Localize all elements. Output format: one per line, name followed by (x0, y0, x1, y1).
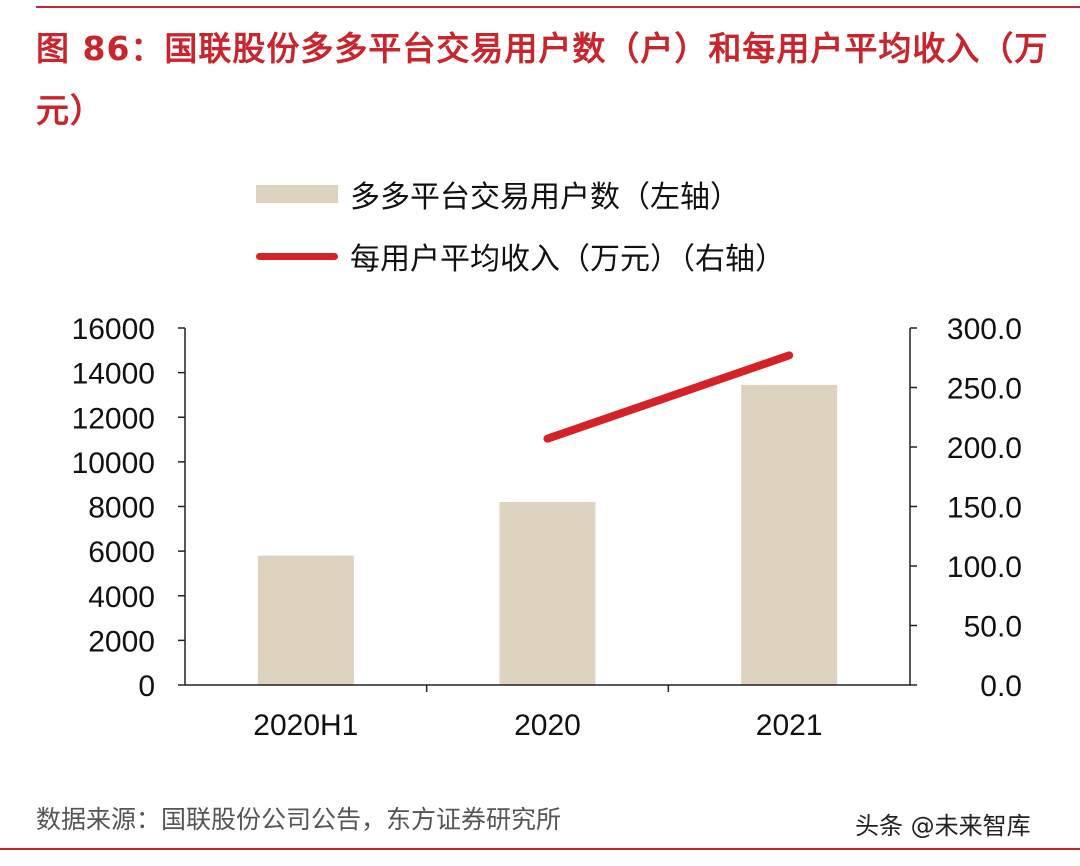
left-tick-label: 12000 (72, 402, 155, 435)
legend-item-revenue: 每用户平均收入（万元）（右轴） (256, 236, 785, 277)
x-tick-label: 2020 (514, 709, 581, 742)
right-tick-label: 300.0 (947, 313, 1022, 346)
top-rule (36, 6, 1080, 8)
bar-2020 (499, 502, 596, 685)
figure-title: 图 86：国联股份多多平台交易用户数（户）和每用户平均收入（万元） (36, 29, 1049, 130)
revenue-line (543, 351, 794, 443)
left-tick-label: 4000 (88, 581, 155, 614)
source-note: 数据来源：国联股份公司公告，东方证券研究所 (36, 805, 562, 834)
x-tick-label: 2020H1 (253, 709, 358, 742)
legend-label-revenue: 每用户平均收入（万元）（右轴） (350, 242, 785, 277)
right-tick-label: 50.0 (964, 611, 1022, 644)
legend-line-swatch (256, 252, 338, 260)
legend-label-users: 多多平台交易用户数（左轴） (350, 180, 740, 215)
left-tick-label: 0 (138, 670, 155, 703)
legend-item-users: 多多平台交易用户数（左轴） (256, 174, 740, 215)
watermark: 头条 @未来智库 (855, 812, 1031, 840)
left-tick-label: 2000 (88, 625, 155, 658)
left-tick-label: 6000 (88, 536, 155, 569)
x-tick-label: 2021 (756, 709, 823, 742)
legend-bar-swatch (256, 185, 338, 203)
bar-2021 (741, 384, 838, 685)
left-tick-label: 10000 (72, 447, 155, 480)
left-tick-label: 8000 (88, 492, 155, 525)
left-tick-label: 16000 (72, 313, 155, 346)
right-tick-label: 0.0 (980, 670, 1022, 703)
right-tick-label: 200.0 (947, 432, 1022, 465)
left-tick-label: 14000 (72, 358, 155, 391)
right-tick-label: 150.0 (947, 492, 1022, 525)
bar-2020H1 (257, 555, 354, 685)
right-tick-label: 250.0 (947, 373, 1022, 406)
bottom-rule (0, 848, 1080, 850)
right-tick-label: 100.0 (947, 551, 1022, 584)
